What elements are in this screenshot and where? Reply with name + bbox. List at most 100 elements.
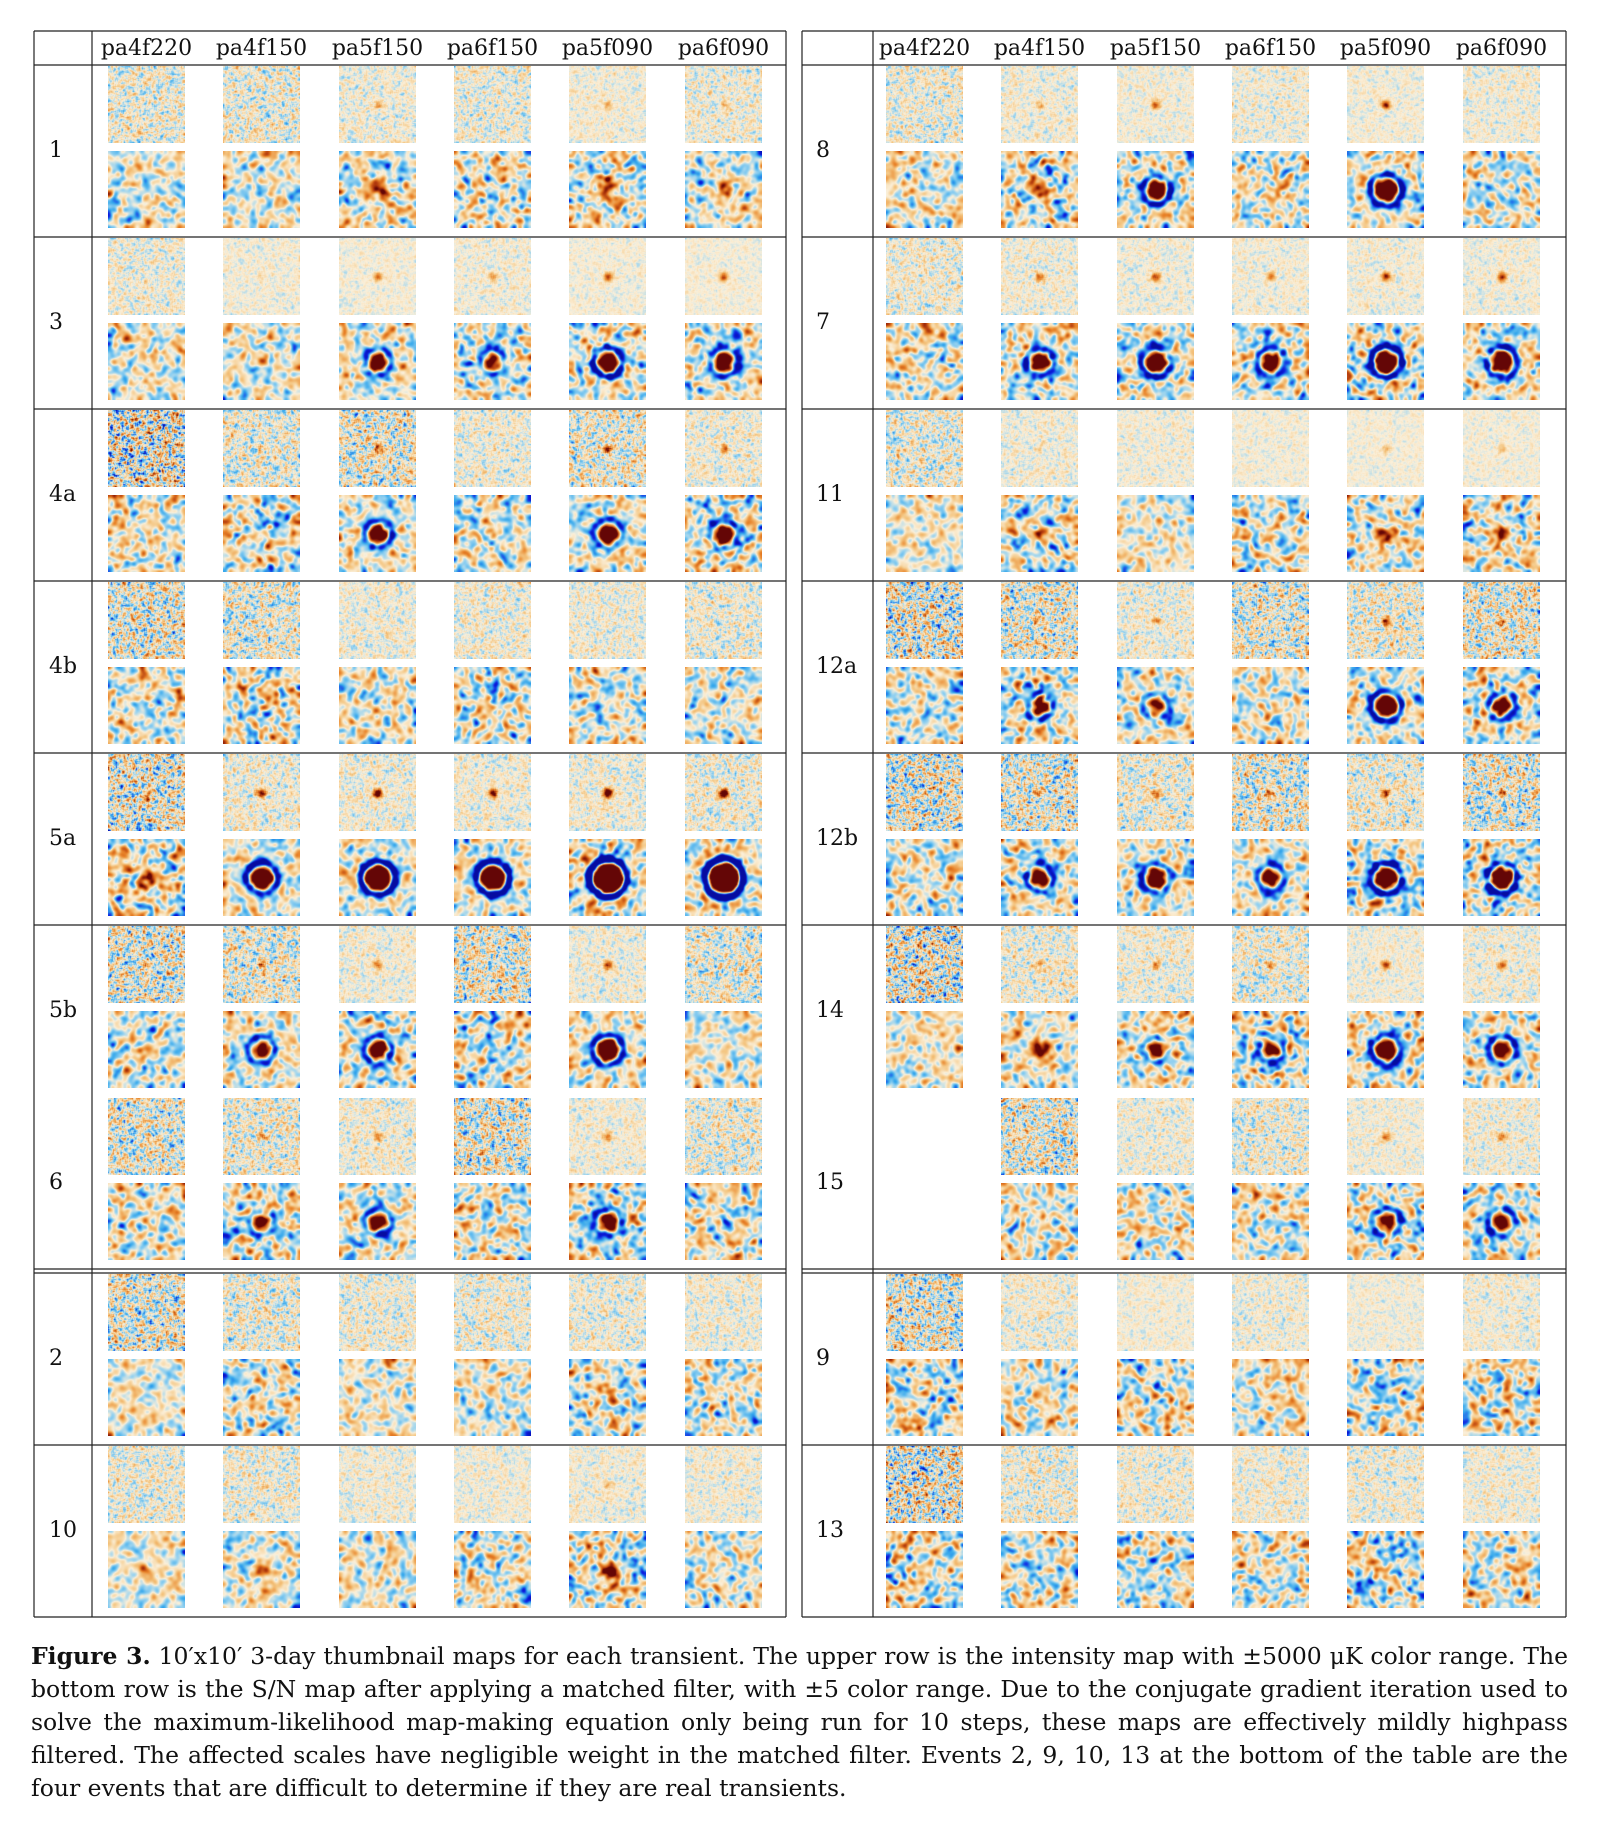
- intensity-map-thumbnail: [223, 238, 300, 315]
- table-grid: [33, 30, 1567, 1618]
- intensity-map-thumbnail: [1001, 926, 1078, 1003]
- intensity-map-thumbnail: [454, 66, 531, 143]
- sn-map-thumbnail: [685, 667, 762, 744]
- intensity-map-thumbnail: [569, 1446, 646, 1523]
- event-label: 6: [49, 1170, 63, 1195]
- sn-map-thumbnail: [339, 1359, 416, 1436]
- intensity-map-thumbnail: [569, 66, 646, 143]
- intensity-map-thumbnail: [886, 754, 963, 831]
- intensity-map-thumbnail: [454, 410, 531, 487]
- intensity-map-thumbnail: [1347, 238, 1424, 315]
- intensity-map-thumbnail: [454, 754, 531, 831]
- sn-map-thumbnail: [1232, 839, 1309, 916]
- intensity-map-thumbnail: [223, 926, 300, 1003]
- sn-map-thumbnail: [1001, 1011, 1078, 1088]
- sn-map-thumbnail: [886, 1531, 963, 1608]
- sn-map-thumbnail: [1117, 1011, 1194, 1088]
- sn-map-thumbnail: [1001, 151, 1078, 228]
- intensity-map-thumbnail: [886, 410, 963, 487]
- intensity-map-thumbnail: [223, 1098, 300, 1175]
- intensity-map-thumbnail: [1463, 1098, 1540, 1175]
- intensity-map-thumbnail: [339, 1274, 416, 1351]
- sn-map-thumbnail: [1463, 667, 1540, 744]
- intensity-map-thumbnail: [1463, 238, 1540, 315]
- intensity-map-thumbnail: [108, 926, 185, 1003]
- sn-map-thumbnail: [454, 1011, 531, 1088]
- sn-map-thumbnail: [1117, 323, 1194, 400]
- sn-map-thumbnail: [108, 495, 185, 572]
- sn-map-thumbnail: [1232, 1011, 1309, 1088]
- intensity-map-thumbnail: [1001, 1446, 1078, 1523]
- intensity-map-thumbnail: [454, 582, 531, 659]
- column-header: pa4f220: [878, 36, 971, 61]
- intensity-map-thumbnail: [1232, 410, 1309, 487]
- sn-map-thumbnail: [339, 1183, 416, 1260]
- intensity-map-thumbnail: [1232, 66, 1309, 143]
- column-header: pa6f150: [446, 36, 539, 61]
- event-label: 3: [49, 310, 63, 335]
- intensity-map-thumbnail: [886, 66, 963, 143]
- intensity-map-thumbnail: [1117, 66, 1194, 143]
- intensity-map-thumbnail: [1232, 926, 1309, 1003]
- intensity-map-thumbnail: [339, 1446, 416, 1523]
- sn-map-thumbnail: [1117, 1359, 1194, 1436]
- event-label: 12b: [816, 826, 859, 851]
- intensity-map-thumbnail: [223, 1274, 300, 1351]
- intensity-map-thumbnail: [223, 582, 300, 659]
- sn-map-thumbnail: [108, 667, 185, 744]
- sn-map-thumbnail: [886, 323, 963, 400]
- caption-label: Figure 3.: [31, 1642, 151, 1670]
- intensity-map-thumbnail: [454, 1274, 531, 1351]
- sn-map-thumbnail: [454, 667, 531, 744]
- intensity-map-thumbnail: [1232, 582, 1309, 659]
- intensity-map-thumbnail: [108, 1274, 185, 1351]
- intensity-map-thumbnail: [108, 1446, 185, 1523]
- column-header: pa5f150: [1109, 36, 1202, 61]
- sn-map-thumbnail: [1347, 323, 1424, 400]
- sn-map-thumbnail: [1117, 151, 1194, 228]
- sn-map-thumbnail: [1117, 1183, 1194, 1260]
- column-header: pa6f150: [1224, 36, 1317, 61]
- intensity-map-thumbnail: [1347, 1446, 1424, 1523]
- column-header: pa4f150: [993, 36, 1086, 61]
- intensity-map-thumbnail: [339, 410, 416, 487]
- sn-map-thumbnail: [108, 151, 185, 228]
- intensity-map-thumbnail: [1117, 1446, 1194, 1523]
- sn-map-thumbnail: [569, 839, 646, 916]
- intensity-map-thumbnail: [1347, 1098, 1424, 1175]
- intensity-map-thumbnail: [1347, 926, 1424, 1003]
- sn-map-thumbnail: [1347, 1011, 1424, 1088]
- intensity-map-thumbnail: [1463, 582, 1540, 659]
- sn-map-thumbnail: [108, 1011, 185, 1088]
- sn-map-thumbnail: [454, 151, 531, 228]
- sn-map-thumbnail: [223, 1011, 300, 1088]
- sn-map-thumbnail: [569, 667, 646, 744]
- sn-map-thumbnail: [886, 667, 963, 744]
- intensity-map-thumbnail: [886, 582, 963, 659]
- event-label: 13: [816, 1518, 844, 1543]
- intensity-map-thumbnail: [1463, 66, 1540, 143]
- intensity-map-thumbnail: [1001, 1098, 1078, 1175]
- sn-map-thumbnail: [108, 1531, 185, 1608]
- sn-map-thumbnail: [1347, 1531, 1424, 1608]
- intensity-map-thumbnail: [1232, 238, 1309, 315]
- sn-map-thumbnail: [1347, 495, 1424, 572]
- sn-map-thumbnail: [454, 495, 531, 572]
- sn-map-thumbnail: [454, 839, 531, 916]
- intensity-map-thumbnail: [454, 1446, 531, 1523]
- sn-map-thumbnail: [1463, 1183, 1540, 1260]
- event-label: 7: [816, 310, 830, 335]
- sn-map-thumbnail: [1001, 1359, 1078, 1436]
- intensity-map-thumbnail: [339, 926, 416, 1003]
- intensity-map-thumbnail: [1347, 582, 1424, 659]
- sn-map-thumbnail: [886, 495, 963, 572]
- sn-map-thumbnail: [223, 667, 300, 744]
- intensity-map-thumbnail: [569, 1098, 646, 1175]
- sn-map-thumbnail: [1117, 667, 1194, 744]
- column-header: pa4f220: [100, 36, 193, 61]
- event-label: 4b: [49, 654, 78, 679]
- event-label: 9: [816, 1346, 830, 1371]
- intensity-map-thumbnail: [223, 1446, 300, 1523]
- sn-map-thumbnail: [685, 1531, 762, 1608]
